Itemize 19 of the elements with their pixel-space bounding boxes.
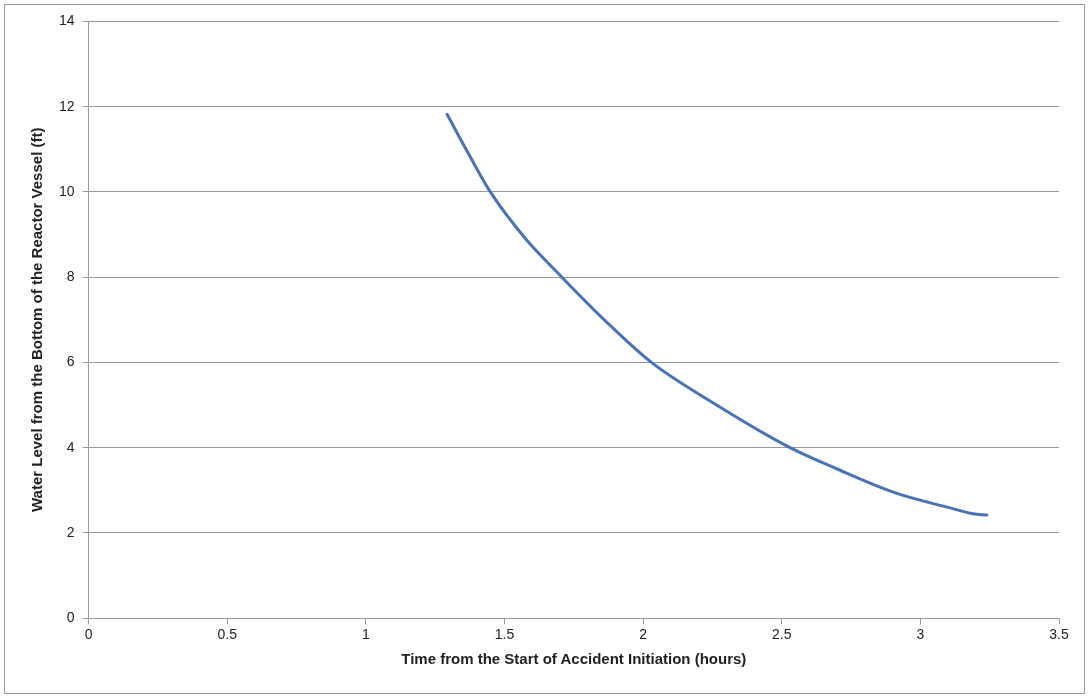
y-tick-label: 2: [66, 523, 75, 540]
x-axis-title: Time from the Start of Accident Initiation (hours): [401, 650, 747, 668]
y-tick-label: 4: [66, 438, 75, 455]
y-axis-title: Water Level from the Bottom of the Reactor Vessel (ft): [28, 127, 46, 513]
y-tick-label: 12: [58, 97, 75, 114]
y-tick-label: 8: [66, 268, 75, 285]
y-tick-label: 0: [66, 609, 75, 626]
y-tick-label: 14: [58, 12, 75, 29]
line-series: [445, 112, 989, 517]
y-tick-label: 10: [58, 182, 75, 199]
y-tick-label: 6: [66, 353, 75, 370]
x-tick-label: 3: [916, 626, 925, 643]
x-tick-label: 0.5: [217, 626, 238, 643]
x-tick-label: 1.5: [494, 626, 515, 643]
x-tick-label: 2.5: [772, 626, 792, 643]
x-tick-label: 0: [84, 626, 93, 643]
x-tick-label: 2: [639, 626, 648, 643]
x-tick-label: 3.5: [1049, 626, 1069, 643]
x-tick-label: 1: [361, 626, 370, 643]
